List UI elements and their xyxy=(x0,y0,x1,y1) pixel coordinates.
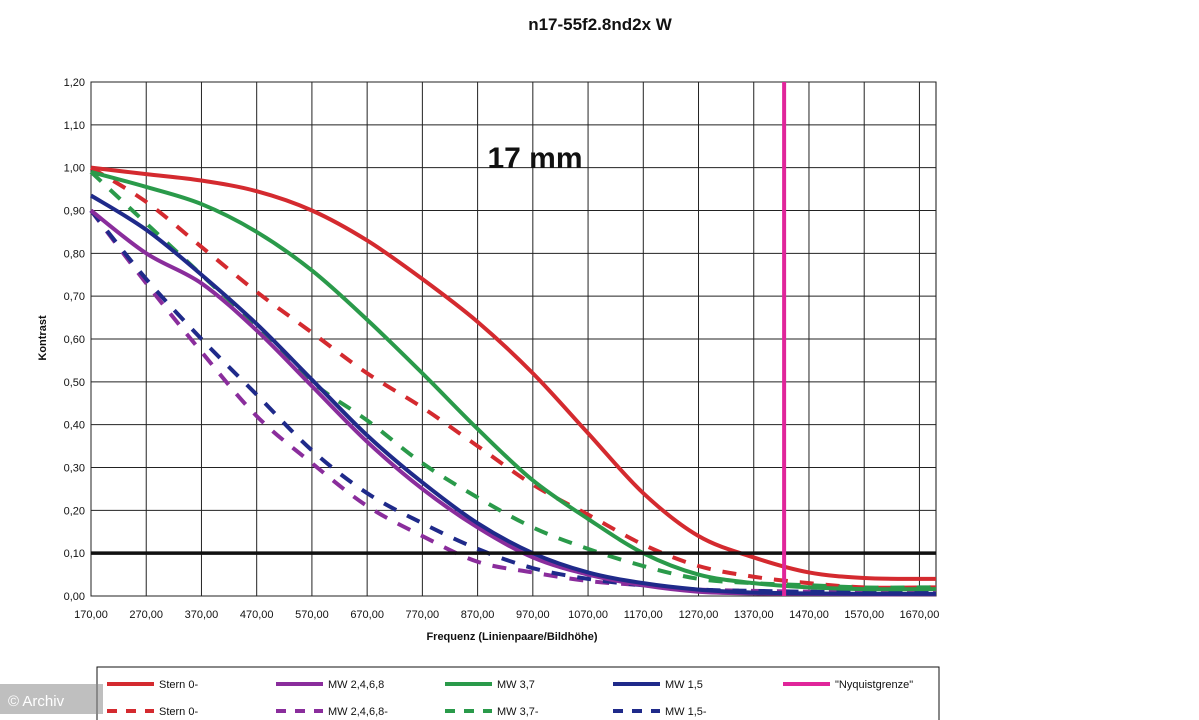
y-axis-label: Kontrast xyxy=(37,315,49,361)
watermark: © Archiv xyxy=(0,684,103,714)
lines-layer xyxy=(89,82,937,597)
y-tick-label: 1,00 xyxy=(64,163,85,175)
y-tick-label: 0,50 xyxy=(64,377,85,389)
x-axis-label: Frequenz (Linienpaare/Bildhöhe) xyxy=(426,631,597,643)
legend-label: MW 1,5- xyxy=(665,706,707,718)
x-tick-label: 270,00 xyxy=(129,609,163,621)
legend-label: "Nyquistgrenze" xyxy=(835,679,913,691)
watermark-text: © Archiv xyxy=(8,693,65,710)
x-tick-label: 1670,00 xyxy=(900,609,940,621)
x-tick-label: 1170,00 xyxy=(624,609,663,621)
x-tick-label: 1070,00 xyxy=(568,609,608,621)
ticks-layer: 170,00 270,00 370,00 470,00 570,00 670,00 770,… xyxy=(64,77,940,621)
x-tick-label: 1570,00 xyxy=(844,609,884,621)
y-tick-label: 0,00 xyxy=(64,591,85,603)
y-tick-label: 0,10 xyxy=(64,548,85,560)
x-tick-label: 370,00 xyxy=(185,609,219,621)
y-tick-label: 1,20 xyxy=(64,77,85,89)
x-tick-label: 870,00 xyxy=(461,609,495,621)
x-tick-label: 1470,00 xyxy=(789,609,829,621)
legend-label: MW 3,7- xyxy=(497,706,539,718)
x-tick-label: 970,00 xyxy=(516,609,550,621)
legend-label: Stern 0- xyxy=(159,679,198,691)
x-tick-label: 1270,00 xyxy=(679,609,719,621)
y-tick-label: 1,10 xyxy=(64,120,85,132)
y-tick-label: 0,40 xyxy=(64,420,85,432)
legend-label: MW 3,7 xyxy=(497,679,535,691)
legend-box xyxy=(96,666,940,720)
legend-label: MW 2,4,6,8 xyxy=(328,679,384,691)
y-tick-label: 0,90 xyxy=(64,206,85,218)
focal-length-annotation: 17 mm xyxy=(487,142,582,175)
series-line-stern-0-solid xyxy=(90,165,937,581)
legend-label: Stern 0- xyxy=(159,706,198,718)
series-line-mw-1-5solid xyxy=(89,193,936,596)
y-tick-label: 0,30 xyxy=(64,463,85,475)
x-tick-label: 170,00 xyxy=(74,609,108,621)
x-tick-label: 1370,00 xyxy=(734,609,774,621)
legend: Stern 0- MW 2,4,6,8 MW 3,7 MW 1,5 "Nyquistgr… xyxy=(96,666,940,720)
legend-label: MW 1,5 xyxy=(665,679,703,691)
y-tick-label: 0,70 xyxy=(64,291,85,303)
x-tick-label: 570,00 xyxy=(295,609,329,621)
x-tick-label: 670,00 xyxy=(350,609,384,621)
x-tick-label: 470,00 xyxy=(240,609,274,621)
chart-title: n17-55f2.8nd2x W xyxy=(528,15,673,34)
series-line-mw-3-7solid xyxy=(90,170,936,592)
x-tick-label: 770,00 xyxy=(406,609,440,621)
series-line-stern-0-dashed xyxy=(89,165,937,590)
y-tick-label: 0,60 xyxy=(64,334,85,346)
legend-label: MW 2,4,6,8- xyxy=(328,706,388,718)
y-tick-label: 0,80 xyxy=(64,248,85,260)
y-tick-label: 0,20 xyxy=(64,505,85,517)
